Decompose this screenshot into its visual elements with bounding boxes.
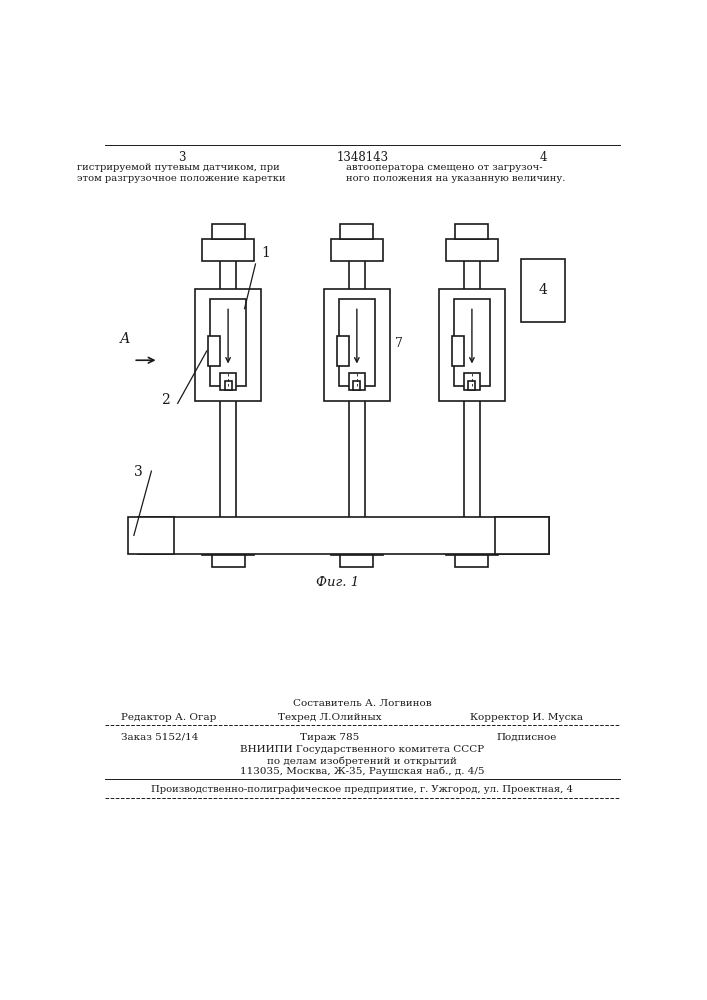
Bar [211, 555, 245, 567]
Text: 1348143: 1348143 [337, 151, 388, 164]
Bar [452, 336, 464, 366]
Bar [202, 536, 254, 555]
Text: 7: 7 [395, 337, 403, 350]
Text: 1: 1 [261, 246, 270, 260]
Bar [349, 373, 365, 389]
Text: Составитель А. Логвинов: Составитель А. Логвинов [293, 699, 432, 708]
Text: Заказ 5152/14: Заказ 5152/14 [122, 733, 199, 742]
Bar [138, 517, 549, 554]
Bar [446, 239, 498, 261]
Text: Подписное: Подписное [496, 733, 557, 742]
Text: 2: 2 [160, 393, 170, 407]
Text: 113035, Москва, Ж-35, Раушская наб., д. 4/5: 113035, Москва, Ж-35, Раушская наб., д. … [240, 767, 484, 776]
Text: А: А [120, 332, 131, 346]
Bar [202, 239, 254, 261]
Text: 3: 3 [177, 151, 185, 164]
Text: автооператора смещено от загрузоч-
ного положения на указанную величину.: автооператора смещено от загрузоч- ного … [346, 163, 565, 183]
Bar [341, 555, 373, 567]
Bar [464, 373, 479, 389]
Bar [331, 239, 383, 261]
Bar [496, 517, 549, 554]
Bar [331, 536, 383, 555]
Text: ВНИИПИ Государственного комитета СССР: ВНИИПИ Государственного комитета СССР [240, 745, 484, 754]
Text: гистрируемой путевым датчиком, при
этом разгрузочное положение каретки: гистрируемой путевым датчиком, при этом … [77, 163, 286, 183]
Bar [337, 336, 349, 366]
Text: 3: 3 [134, 465, 144, 479]
Text: Корректор И. Муска: Корректор И. Муска [470, 713, 583, 722]
Bar [211, 224, 245, 239]
Text: по делам изобретений и открытий: по делам изобретений и открытий [267, 756, 457, 766]
Bar [129, 517, 175, 554]
Bar [455, 555, 489, 567]
Text: 4: 4 [539, 283, 548, 297]
Bar [454, 299, 490, 386]
Bar [354, 381, 361, 389]
Bar [464, 239, 480, 555]
Text: Редактор А. Огар: Редактор А. Огар [122, 713, 216, 722]
Bar [455, 224, 489, 239]
Bar [210, 299, 246, 386]
Bar [339, 299, 375, 386]
Text: Производственно-полиграфическое предприятие, г. Ужгород, ул. Проектная, 4: Производственно-полиграфическое предприя… [151, 785, 573, 794]
Bar [208, 336, 220, 366]
Bar [195, 289, 261, 401]
Bar [220, 239, 236, 555]
Bar [221, 373, 235, 389]
Text: Фиг. 1: Фиг. 1 [316, 576, 359, 589]
Bar [521, 259, 565, 322]
Bar [324, 289, 390, 401]
Bar [446, 536, 498, 555]
Text: Техред Л.Олийных: Техред Л.Олийных [278, 713, 381, 722]
Text: Тираж 785: Тираж 785 [300, 733, 359, 742]
Bar [225, 381, 232, 389]
Bar [439, 289, 505, 401]
Bar [341, 224, 373, 239]
Bar [349, 239, 365, 555]
Text: 4: 4 [539, 151, 547, 164]
Bar [469, 381, 475, 389]
